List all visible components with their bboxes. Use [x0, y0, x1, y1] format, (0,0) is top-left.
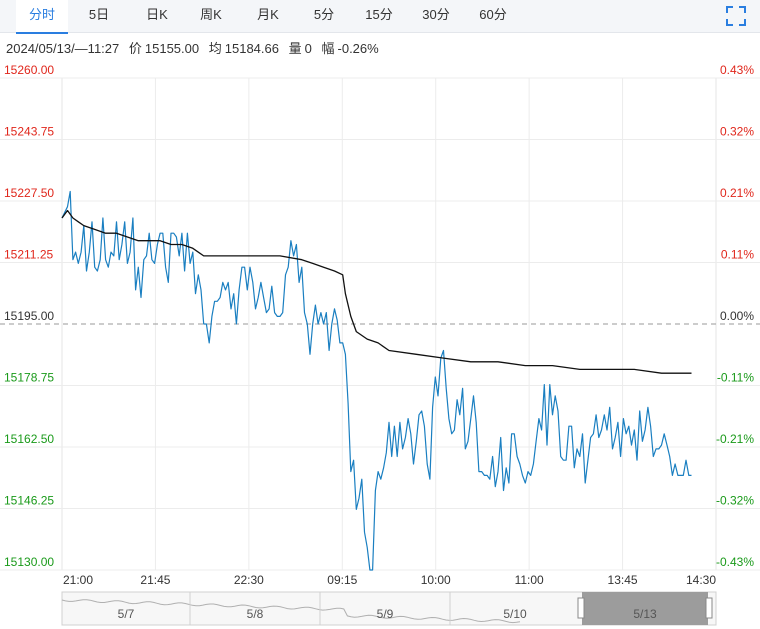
x-tick-label: 21:45	[140, 573, 170, 587]
avg-value: 15184.66	[224, 41, 279, 56]
y-tick-label-right: -0.21%	[716, 432, 754, 446]
navigator-date-label: 5/9	[377, 607, 394, 621]
change-label: 幅	[321, 41, 335, 56]
tab-30min[interactable]: 30分	[422, 7, 450, 22]
tab-5min[interactable]: 5分	[313, 7, 335, 22]
y-tick-label-left: 15243.75	[4, 125, 54, 139]
y-tick-label-right: 0.21%	[720, 186, 754, 200]
tab-5day[interactable]: 5日	[88, 7, 110, 22]
y-axis-right: 0.43% 0.32% 0.21% 0.11% 0.00% -0.11% -0.21% -0.…	[716, 63, 754, 569]
x-tick-label: 10:00	[421, 573, 451, 587]
y-tick-label-right: 0.43%	[720, 63, 754, 77]
y-tick-label-left: 15227.50	[4, 186, 54, 200]
navigator-date-label: 5/13	[633, 607, 657, 621]
y-tick-label-left: 15195.00	[4, 309, 54, 323]
y-tick-label-right: -0.43%	[716, 555, 754, 569]
navigator-sparkline	[61, 599, 521, 624]
x-tick-label: 13:45	[608, 573, 638, 587]
tab-monthly-k[interactable]: 月K	[257, 7, 279, 22]
navigator-date-label: 5/8	[247, 607, 264, 621]
tab-daily-k[interactable]: 日K	[146, 7, 168, 22]
change-value: -0.26%	[337, 41, 379, 56]
chart-grid	[0, 77, 760, 571]
y-tick-label-right: 0.11%	[721, 248, 754, 262]
x-tick-label: 09:15	[327, 573, 357, 587]
x-tick-label: 14:30	[686, 573, 716, 587]
x-axis: 21:00 21:45 22:30 09:15 10:00 11:00 13:45 14:30	[63, 573, 716, 587]
x-tick-label: 11:00	[515, 573, 544, 587]
navigator-selection	[582, 592, 708, 625]
volume-label: 量	[288, 41, 302, 56]
period-tab-bar: 分时 5日 日K 周K 月K 5分 15分 30分 60分	[0, 0, 760, 34]
price-label: 价	[128, 41, 142, 56]
y-tick-label-left: 15211.25	[4, 248, 53, 262]
fullscreen-icon[interactable]	[724, 4, 748, 28]
average-price-line	[61, 209, 692, 374]
y-tick-label-left: 15260.00	[4, 63, 54, 77]
intraday-chart: 15260.00 15243.75 15227.50 15211.25 15195.00…	[0, 63, 760, 587]
price-value: 15155.00	[144, 41, 200, 56]
y-tick-label-left: 15146.25	[4, 494, 54, 508]
y-tick-label-right: -0.32%	[716, 494, 754, 508]
tab-intraday[interactable]: 分时	[16, 0, 68, 34]
quote-datetime: 2024/05/13/—11:27	[6, 41, 120, 56]
volume-value: 0	[304, 41, 312, 56]
tab-60min[interactable]: 60分	[479, 7, 507, 22]
date-navigator[interactable]: 5/7 5/8 5/9 5/10 5/13	[0, 590, 760, 629]
avg-label: 均	[208, 41, 222, 56]
y-tick-label-left: 15162.50	[4, 432, 54, 446]
y-tick-label-left: 15130.00	[4, 555, 54, 569]
navigator-handle-right	[705, 597, 713, 619]
y-tick-label-right: -0.11%	[717, 371, 754, 385]
tab-weekly-k[interactable]: 周K	[200, 7, 222, 22]
y-tick-label-right: 0.32%	[720, 125, 754, 139]
y-tick-label-right: 0.00%	[720, 309, 754, 323]
price-line	[61, 190, 692, 571]
y-tick-label-left: 15178.75	[4, 371, 54, 385]
y-axis-left: 15260.00 15243.75 15227.50 15211.25 15195.00…	[4, 63, 54, 569]
navigator-date-label: 5/7	[118, 607, 135, 621]
navigator-track: 5/7 5/8 5/9 5/10 5/13	[61, 591, 717, 626]
navigator-date-label: 5/10	[503, 607, 527, 621]
tab-15min[interactable]: 15分	[365, 7, 393, 22]
x-tick-label: 22:30	[234, 573, 264, 587]
x-tick-label: 21:00	[63, 573, 93, 587]
navigator-handle-left	[577, 597, 585, 619]
series-lines	[61, 190, 692, 571]
